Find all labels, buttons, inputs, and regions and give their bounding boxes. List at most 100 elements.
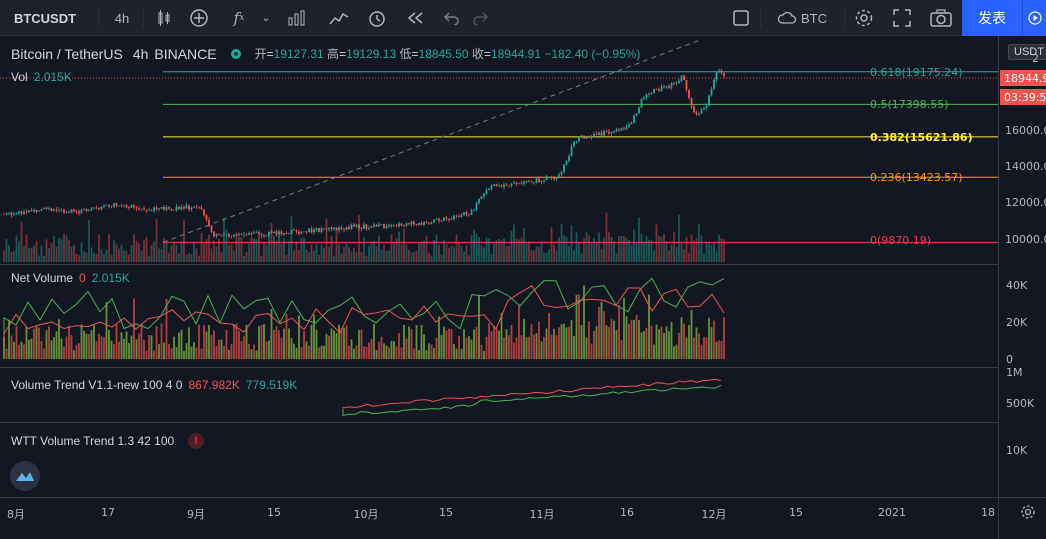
net-volume-bar: [58, 318, 60, 359]
volume-bar: [213, 240, 215, 262]
candle-body: [713, 79, 715, 90]
volume-bar: [645, 235, 648, 262]
candle-body: [263, 235, 265, 237]
net-volume-bar: [675, 344, 678, 359]
candle-body: [465, 212, 468, 215]
interval-selector[interactable]: 4h: [114, 10, 130, 26]
volume-bar: [715, 251, 718, 262]
volume-bar: [710, 245, 713, 262]
error-alert-icon[interactable]: !: [188, 433, 205, 449]
redo-icon[interactable]: [466, 0, 496, 36]
volume-bar: [603, 237, 605, 262]
net-volume-bar: [320, 345, 323, 359]
net-volume-bar: [518, 304, 520, 359]
symbol-title[interactable]: Bitcoin / TetherUS: [11, 45, 123, 62]
wtt-title[interactable]: WTT Volume Trend 1.3 42 100: [11, 434, 175, 448]
volume-trend-title[interactable]: Volume Trend V1.1-new 100 4 0: [11, 378, 183, 392]
volume-bar: [23, 246, 25, 262]
candle-body: [65, 212, 68, 213]
candle-body: [135, 207, 138, 209]
net-volume-bar: [625, 316, 628, 359]
bar-chart-icon[interactable]: [282, 0, 312, 36]
volume-bar: [703, 253, 705, 262]
volume-bar: [678, 214, 680, 262]
candle-body: [430, 222, 433, 224]
candle-style-icon[interactable]: [148, 0, 180, 36]
volume-bar: [583, 237, 585, 262]
axis-settings-icon[interactable]: [1020, 504, 1036, 523]
candle-body: [153, 207, 155, 211]
candle-body: [483, 193, 485, 197]
symbol-search[interactable]: BTCUSDT: [13, 10, 77, 26]
volume-bar: [548, 249, 550, 262]
chevron-down-icon[interactable]: ⌄: [261, 12, 271, 24]
volume-bar: [335, 230, 338, 262]
gear-icon[interactable]: [848, 0, 880, 36]
volume-bar: [40, 245, 43, 262]
pane-divider[interactable]: [0, 422, 998, 423]
camera-icon[interactable]: [924, 0, 958, 36]
candle-body: [523, 182, 525, 184]
volume-bar: [405, 245, 408, 262]
volume-bar: [345, 243, 348, 262]
net-volume-bar: [658, 329, 660, 359]
net-volume-bar: [60, 338, 63, 359]
fib-label-0236: 0.236(13423.57): [870, 171, 963, 184]
net-volume-bar: [298, 315, 300, 359]
candle-body: [310, 228, 313, 233]
volume-bar: [675, 246, 678, 262]
low-value: 18845.50: [418, 47, 469, 61]
candle-body: [275, 231, 278, 235]
net-volume-bar: [485, 336, 488, 359]
net-volume-bar: [218, 339, 220, 359]
time-tick: 15: [267, 506, 281, 519]
volume-bar: [695, 237, 698, 262]
candle-body: [303, 231, 305, 233]
pane-divider[interactable]: [0, 264, 998, 265]
volume-bar: [658, 235, 660, 262]
net-volume-bar: [508, 335, 510, 359]
compare-symbol-button[interactable]: BTC: [764, 0, 840, 36]
pane-divider[interactable]: [0, 367, 998, 368]
volume-bar: [485, 237, 488, 262]
volume-bar: [438, 244, 440, 262]
net-volume-bar: [100, 336, 103, 359]
volume-bar: [343, 246, 345, 262]
volume-bar: [493, 242, 495, 262]
volume-bar: [450, 245, 453, 262]
net-volume-bar: [678, 332, 680, 359]
replay-icon[interactable]: [400, 0, 430, 36]
play-icon[interactable]: [1022, 0, 1046, 36]
compare-icon[interactable]: [322, 0, 356, 36]
volume-bar: [720, 238, 723, 262]
net-volume-bar: [170, 348, 173, 359]
volume-bar: [560, 223, 563, 262]
net-volume-title[interactable]: Net Volume: [11, 271, 74, 285]
volume-bar: [680, 243, 683, 262]
alert-clock-icon[interactable]: [360, 0, 394, 36]
volume-bar: [225, 229, 228, 262]
net-volume-bar: [110, 340, 113, 359]
fib-label-0618: 0.618(19175.24): [870, 66, 963, 79]
volume-bar: [555, 251, 558, 262]
candle-body: [213, 231, 215, 237]
undo-icon[interactable]: [436, 0, 466, 36]
volume-bar: [165, 242, 168, 262]
candle-body: [445, 217, 448, 219]
currency-tag[interactable]: USDT: [1008, 44, 1046, 60]
net-volume-bar: [698, 333, 700, 359]
layout-icon[interactable]: [726, 0, 756, 36]
volume-bar: [508, 245, 510, 262]
net-volume-bar: [188, 327, 190, 359]
volume-bar: [628, 240, 630, 262]
volume-label[interactable]: Vol: [11, 70, 28, 84]
net-volume-bar: [703, 337, 705, 359]
fib-trend-line: [162, 39, 701, 243]
add-indicator-icon[interactable]: [182, 0, 216, 36]
publish-button[interactable]: 发表: [962, 0, 1022, 36]
tradingview-logo[interactable]: [10, 461, 40, 491]
candle-body: [285, 233, 288, 235]
fullscreen-icon[interactable]: [886, 0, 918, 36]
